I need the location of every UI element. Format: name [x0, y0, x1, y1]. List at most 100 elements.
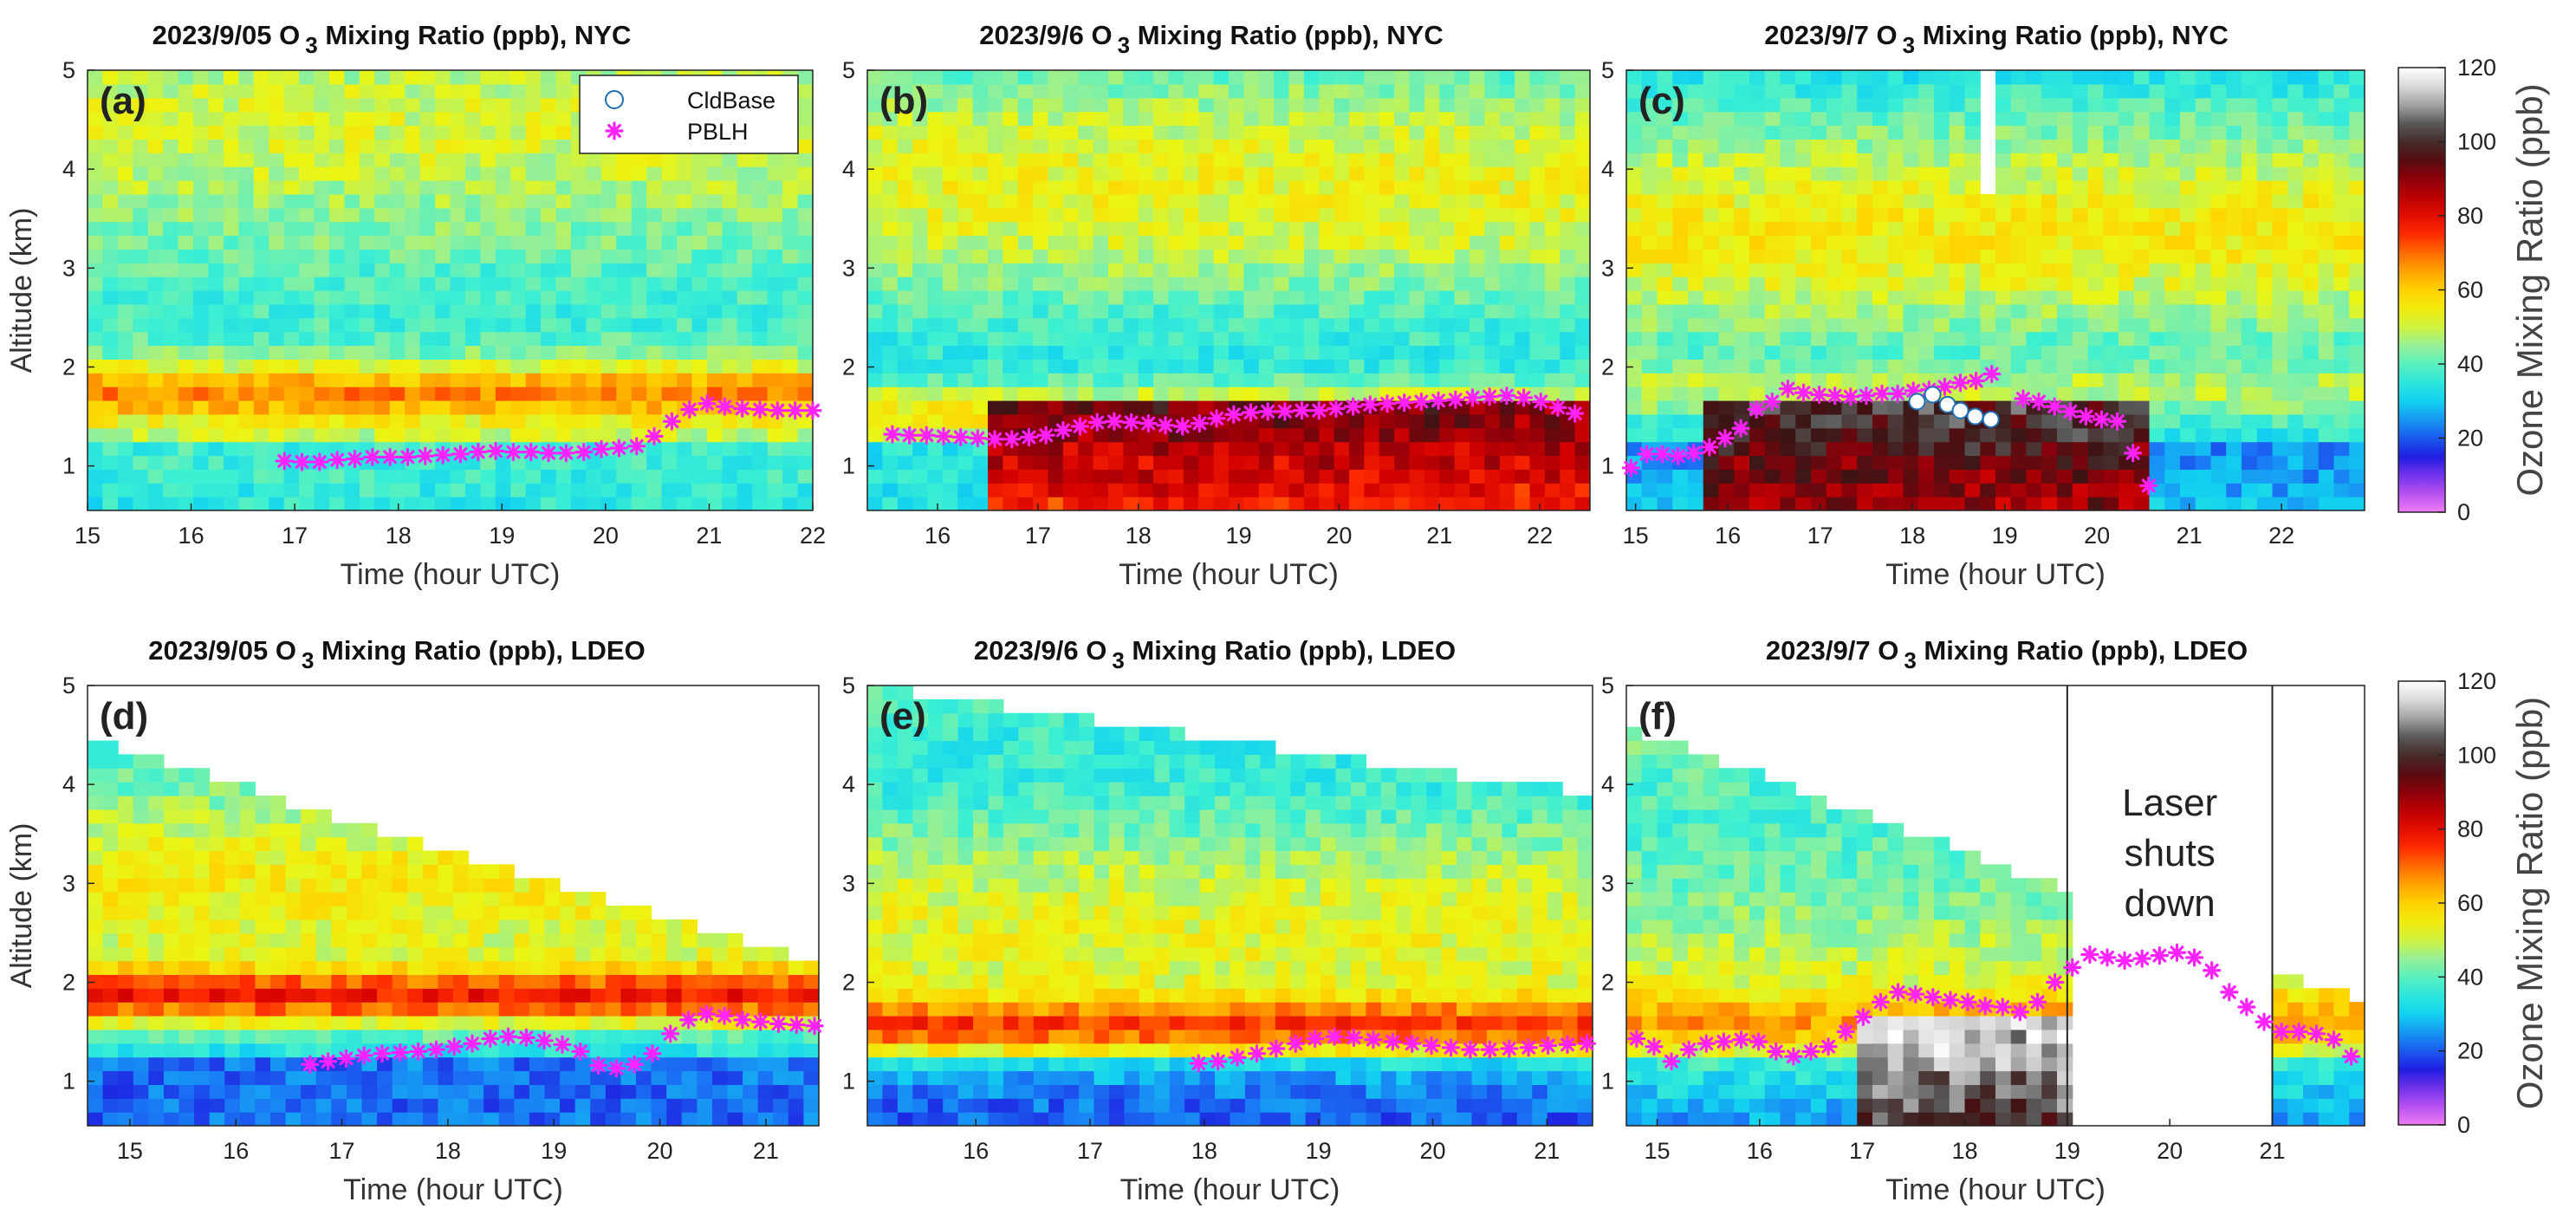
pblh-point [625, 1055, 644, 1074]
pblh-point [2203, 961, 2222, 980]
pblh-point [1327, 399, 1346, 419]
pblh-point [1267, 1039, 1286, 1058]
pblh-point [1888, 384, 1907, 403]
pblh-point [1784, 1047, 1803, 1066]
pblh-point [1958, 992, 1977, 1011]
pblh-point [1716, 429, 1735, 448]
pblh-point [2220, 983, 2239, 1002]
xtick-label: 17 [1077, 1138, 1103, 1164]
pblh-point [1857, 386, 1876, 406]
pblh-point [2324, 1030, 2344, 1049]
pblh-point [2132, 949, 2151, 968]
pblh-point [319, 1052, 338, 1071]
colorbar-tick-label: 0 [2457, 1112, 2470, 1138]
colorbar-tick-label: 40 [2457, 351, 2483, 377]
pblh-point [2029, 392, 2048, 412]
pblh-point [1446, 390, 1465, 409]
pblh-point [1767, 1042, 1786, 1061]
pblh-point [588, 1056, 608, 1075]
axes-frame-f [1625, 685, 2365, 1127]
x-axis-label: Time (hour UTC) [1119, 558, 1339, 591]
heatmap-e [867, 685, 1593, 1126]
pblh-point [1070, 417, 1090, 436]
pblh-point [2124, 444, 2143, 463]
y-axis-label: Altitude (km) [5, 208, 38, 374]
panel-label-c: (c) [1638, 80, 1685, 122]
xtick-label: 20 [593, 523, 619, 549]
pblh-point [433, 445, 452, 465]
heatmap-c [1626, 70, 2365, 510]
pblh-point [1967, 371, 1986, 391]
pblh-point [2045, 397, 2064, 416]
pblh-point [1872, 384, 1891, 403]
pblh-point [661, 1024, 680, 1043]
pblh-point [1309, 401, 1328, 420]
pblh-point [1360, 395, 1379, 414]
pblh-point [1652, 445, 1672, 464]
pblh-point [275, 452, 294, 471]
pblh-point [1461, 1040, 1480, 1059]
ytick-label: 4 [1601, 771, 1614, 797]
pblh-point [463, 1034, 482, 1053]
colorbar-tick-label: 120 [2457, 668, 2496, 694]
pblh-point [1627, 1029, 1646, 1049]
xtick-label: 16 [1715, 523, 1741, 549]
panel-label-a: (a) [100, 80, 146, 122]
pblh-point [607, 1059, 626, 1078]
ytick-label: 5 [1601, 57, 1614, 83]
pblh-point [1224, 405, 1243, 424]
pblh-point [1684, 444, 1703, 463]
xtick-label: 20 [1326, 523, 1352, 549]
pblh-point [1383, 1032, 1402, 1051]
pblh-point [2098, 948, 2117, 967]
xtick-label: 20 [1419, 1138, 1445, 1164]
colorbar-tick-label: 20 [2457, 426, 2483, 452]
pblh-point [1189, 1054, 1208, 1073]
ytick-label: 2 [62, 354, 75, 380]
xtick-label: 19 [2054, 1138, 2080, 1164]
ytick-label: 5 [842, 57, 855, 83]
ytick-label: 2 [62, 969, 75, 995]
pblh-series-c [1621, 364, 2158, 496]
pblh-point [1801, 1042, 1820, 1061]
pblh-point [1950, 374, 1970, 393]
pblh-point [535, 1031, 554, 1050]
xtick-label: 19 [1226, 523, 1252, 549]
pblh-point [2028, 992, 2047, 1011]
xtick-label: 16 [925, 523, 951, 549]
pblh-point [1378, 394, 1397, 413]
pblh-point [1292, 401, 1312, 420]
xtick-label: 16 [223, 1138, 249, 1164]
pblh-point [968, 429, 988, 448]
xtick-label: 21 [1534, 1138, 1560, 1164]
pblh-point [1819, 1037, 1838, 1056]
pblh-point [1888, 983, 1908, 1002]
xtick-label: 20 [646, 1138, 672, 1164]
xtick-label: 19 [1992, 523, 2018, 549]
pblh-point [1500, 1039, 1519, 1058]
pblh-point [1480, 1040, 1499, 1059]
legend-entry: CldBase [687, 88, 775, 114]
pblh-point [2289, 1022, 2308, 1042]
pblh-point [380, 447, 399, 466]
xtick-label: 17 [282, 523, 308, 549]
pblh-point [2107, 412, 2127, 431]
colorbar-tick-label: 100 [2457, 742, 2496, 768]
pblh-point [883, 425, 902, 444]
pblh-point [1019, 427, 1039, 447]
pblh-point [1411, 392, 1431, 412]
pblh-point [1228, 1048, 1247, 1067]
pblh-point [934, 426, 953, 445]
pblh-point [1286, 1034, 1305, 1053]
colorbar-tick-label: 120 [2457, 55, 2496, 81]
pblh-point [2080, 945, 2099, 965]
pblh-point [985, 430, 1004, 449]
pblh-point [1054, 420, 1073, 440]
pblh-point [2342, 1047, 2361, 1066]
pblh-point [391, 1043, 410, 1062]
pblh-point [1258, 402, 1277, 421]
pblh-point [292, 452, 312, 471]
